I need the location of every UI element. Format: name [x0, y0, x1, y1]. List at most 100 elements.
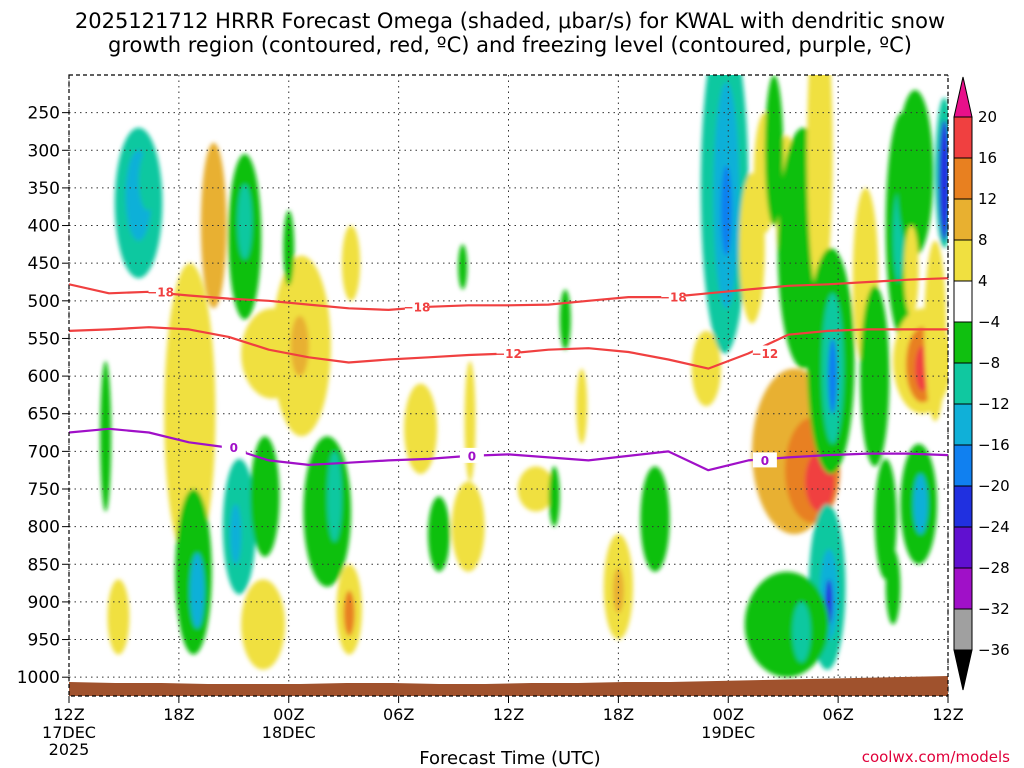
- colorbar-label: −4: [978, 313, 1000, 331]
- omega-cell: [107, 579, 130, 655]
- terrain: [69, 676, 948, 696]
- contour-label: −12: [751, 347, 778, 361]
- contour-label-bg: [221, 439, 246, 455]
- chart-title-line1: 2025121712 HRRR Forecast Omega (shaded, …: [75, 9, 945, 33]
- omega-cell: [164, 263, 216, 565]
- y-axis: 250 300 350 400 450 500 550 600 650 700 750 800 850 9…: [17, 104, 69, 688]
- y-tick-label: 500: [28, 292, 60, 312]
- x-tick-label: 12Z: [932, 705, 963, 724]
- colorbar-label: −12: [978, 395, 1010, 413]
- credit-text: coolwx.com/models: [862, 748, 1010, 766]
- omega-cell: [458, 244, 468, 290]
- colorbar-segment: [953, 485, 973, 528]
- y-tick-label: 550: [28, 329, 60, 349]
- omega-cell: [100, 361, 112, 512]
- colorbar-segment: [953, 362, 973, 405]
- omega-cell: [744, 571, 829, 678]
- chart-title-line2: growth region (contoured, red, ºC) and f…: [108, 33, 912, 57]
- colorbar-label: −20: [978, 477, 1010, 495]
- omega-cell: [576, 368, 588, 444]
- x-tick-label: 00Z: [273, 705, 304, 724]
- omega-cell: [404, 383, 438, 474]
- y-tick-label: 450: [28, 254, 60, 274]
- omega-cell: [241, 579, 286, 670]
- colorbar-over-arrow: [953, 76, 973, 118]
- colorbar-segment: [953, 403, 973, 446]
- colorbar-segment: [953, 198, 973, 241]
- omega-cell: [828, 338, 838, 414]
- colorbar-segment: [953, 567, 973, 610]
- omega-cell: [427, 496, 450, 572]
- y-tick-label: 850: [28, 555, 60, 575]
- contour-label-bg: [404, 298, 429, 314]
- y-tick-label: 400: [28, 217, 60, 237]
- omega-cell: [640, 466, 670, 572]
- contour-line: [69, 277, 948, 311]
- x-tick-label: 06Z: [383, 705, 414, 724]
- x-tick-label: 18Z: [603, 705, 634, 724]
- y-tick-label: 600: [28, 367, 60, 387]
- contour-label: 0: [761, 454, 769, 468]
- omega-cell: [792, 601, 811, 663]
- y-tick-label: 700: [28, 442, 60, 462]
- colorbar-label: 8: [978, 231, 988, 249]
- colorbar-under-arrow: [953, 649, 973, 691]
- temperature-contours: −18 −18 −18 −12 −12 0 0 0: [69, 277, 948, 472]
- omega-cell: [250, 436, 280, 557]
- colorbar-label: −32: [978, 600, 1010, 618]
- omega-cell: [860, 285, 890, 467]
- omega-cell: [559, 289, 571, 350]
- omega-cell: [341, 225, 361, 301]
- colorbar-label: −24: [978, 518, 1010, 536]
- omega-cell: [237, 184, 253, 260]
- contour-label: −18: [147, 285, 174, 299]
- y-tick-label: 650: [28, 405, 60, 425]
- y-tick-label: 350: [28, 179, 60, 199]
- contour-label-bg: [752, 452, 777, 468]
- contour-label-bg: [752, 345, 777, 361]
- colorbar-segment: [953, 444, 973, 487]
- omega-cell: [874, 458, 897, 580]
- colorbar-label: 20: [978, 108, 997, 126]
- omega-cell: [904, 225, 919, 316]
- omega-cell: [464, 361, 476, 482]
- colorbar-label: 12: [978, 190, 997, 208]
- x-tick-label: 12Z: [53, 705, 84, 724]
- y-tick-label: 1000: [17, 668, 60, 688]
- y-tick-label: 800: [28, 518, 60, 538]
- omega-cell: [720, 165, 732, 256]
- omega-cell: [283, 210, 295, 286]
- colorbar-label: −36: [978, 641, 1010, 659]
- y-tick-label: 900: [28, 593, 60, 613]
- x-tick-label: 18Z: [163, 705, 194, 724]
- omega-cell: [230, 504, 242, 565]
- colorbar-label: −16: [978, 436, 1010, 454]
- x-axis-label: Forecast Time (UTC): [419, 748, 600, 768]
- omega-cell: [806, 75, 833, 301]
- x-tick-label: 00Z: [713, 705, 744, 724]
- colorbar-label: −28: [978, 559, 1010, 577]
- colorbar-segment: [953, 321, 973, 364]
- x-tick-label: 06Z: [822, 705, 853, 724]
- x-tick-date: 17DEC: [42, 723, 96, 742]
- x-tick-date: 19DEC: [701, 723, 755, 742]
- contour-line: [69, 427, 948, 472]
- omega-cell: [303, 436, 352, 587]
- terrain-fill: [69, 676, 948, 696]
- omega-cell: [290, 315, 309, 377]
- colorbar-label: −8: [978, 354, 1000, 372]
- omega-cell: [189, 552, 205, 629]
- contour-label: −18: [660, 291, 687, 305]
- colorbar-segment: [953, 157, 973, 200]
- colorbar-segment: [953, 526, 973, 569]
- omega-cell: [327, 451, 342, 542]
- plot-area: −18 −18 −18 −12 −12 0 0 0: [68, 74, 949, 697]
- colorbar-segment: [953, 116, 973, 159]
- contour-label: −18: [404, 300, 431, 314]
- y-tick-label: 750: [28, 480, 60, 500]
- colorbar-segment: [953, 280, 973, 323]
- contour-label-bg: [496, 345, 521, 361]
- contour-label: 0: [230, 441, 238, 455]
